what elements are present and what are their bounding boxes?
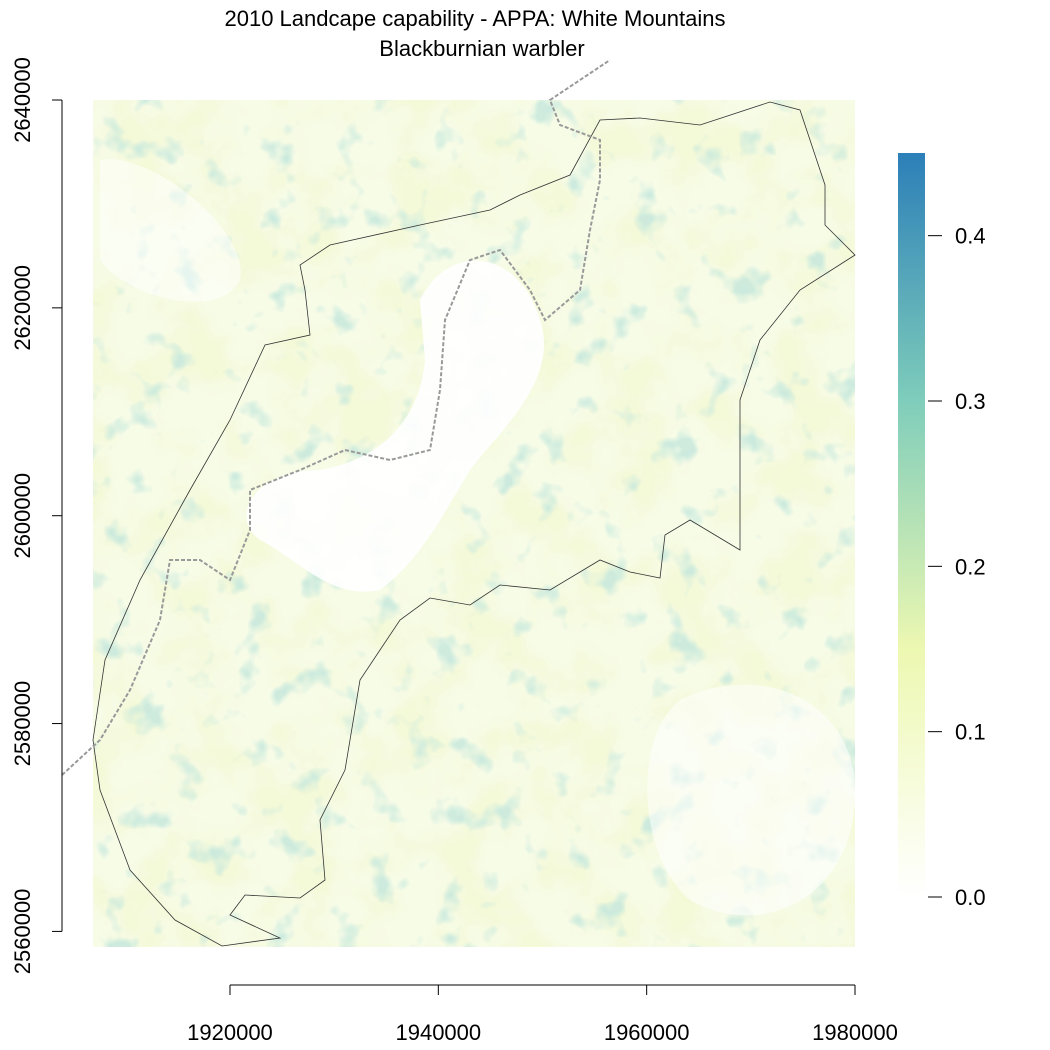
raster-void	[647, 684, 855, 916]
x-tick-label: 1940000	[395, 1020, 481, 1045]
raster	[93, 100, 855, 947]
colorbar-tick-label: 0.0	[955, 885, 986, 910]
colorbar-tick-label: 0.4	[955, 224, 986, 249]
colorbar-tick-label: 0.1	[955, 720, 986, 745]
colorbar-tick-label: 0.2	[955, 554, 986, 579]
x-tick-label: 1920000	[187, 1020, 273, 1045]
y-tick-label: 2640000	[10, 57, 35, 143]
y-tick-label: 2580000	[10, 681, 35, 767]
y-tick-label: 2560000	[10, 889, 35, 975]
x-tick-label: 1960000	[604, 1020, 690, 1045]
y-tick-label: 2620000	[10, 265, 35, 351]
raster-void	[100, 159, 241, 302]
dashed-boundary	[61, 59, 611, 776]
region-boundary	[92, 101, 856, 947]
chart-title: 2010 Landcape capability - APPA: White M…	[224, 6, 725, 31]
y-tick-label: 2600000	[10, 473, 35, 559]
raster-void	[246, 260, 544, 592]
colorbar-tick-label: 0.3	[955, 389, 986, 414]
colorbar	[898, 153, 925, 897]
x-tick-label: 1980000	[812, 1020, 898, 1045]
chart-subtitle: Blackburnian warbler	[379, 36, 584, 61]
